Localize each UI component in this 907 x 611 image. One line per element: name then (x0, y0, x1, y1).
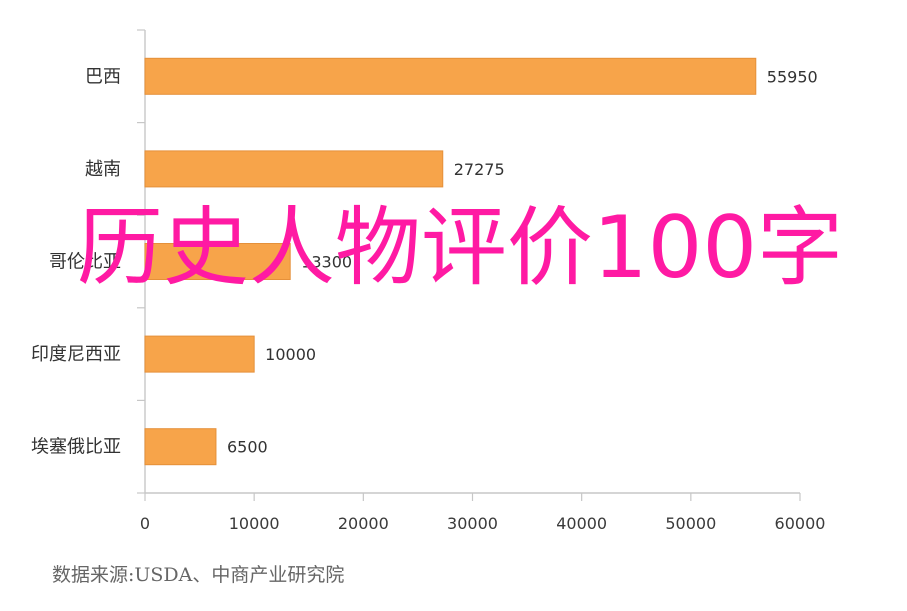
bar (145, 151, 443, 187)
y-tick-label: 印度尼西亚 (31, 344, 121, 365)
data-label: 10000 (265, 345, 316, 364)
x-tick-label: 40000 (556, 514, 607, 533)
data-label: 55950 (767, 67, 818, 86)
y-tick-label: 埃塞俄比亚 (31, 437, 121, 458)
x-tick-label: 50000 (665, 514, 716, 533)
bar (145, 429, 216, 465)
x-tick-label: 0 (140, 514, 150, 533)
data-label: 6500 (227, 438, 268, 457)
x-tick-label: 60000 (775, 514, 826, 533)
x-tick-label: 30000 (447, 514, 498, 533)
x-tick-label: 20000 (338, 514, 389, 533)
overlay-title: 历史人物评价100字 (30, 198, 890, 298)
y-tick-label: 巴西 (85, 66, 121, 87)
bar (145, 336, 254, 372)
x-tick-label: 10000 (229, 514, 280, 533)
bar (145, 58, 756, 94)
y-tick-label: 越南 (85, 159, 121, 180)
source-note: 数据来源:USDA、中商产业研究院 (52, 560, 344, 587)
data-label: 27275 (454, 160, 505, 179)
